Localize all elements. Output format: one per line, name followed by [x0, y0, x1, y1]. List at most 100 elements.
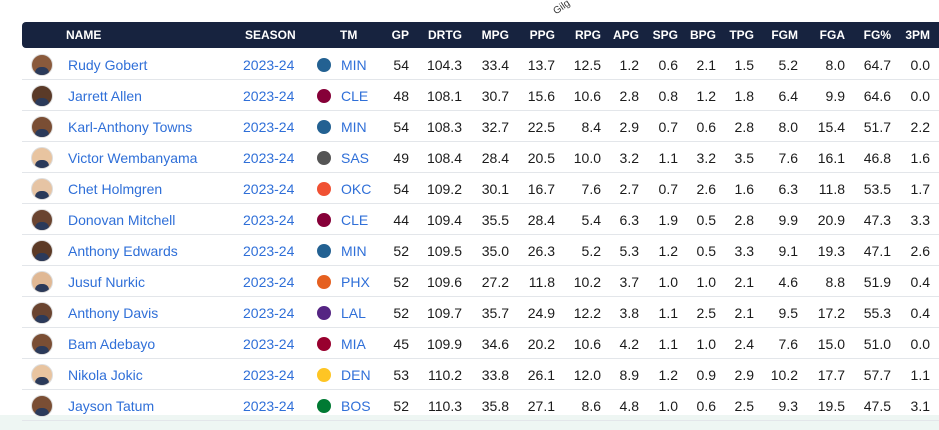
row-separator [22, 79, 939, 80]
team[interactable]: MIN [341, 57, 367, 73]
stat-cell: 20.5 [527, 150, 555, 166]
season[interactable]: 2023-24 [243, 274, 295, 290]
stat-cell: 2.1 [734, 305, 754, 321]
season[interactable]: 2023-24 [243, 212, 295, 228]
column-header[interactable]: FGA [819, 28, 845, 42]
season[interactable]: 2023-24 [243, 367, 295, 383]
player-name[interactable]: Jusuf Nurkic [68, 274, 146, 290]
team[interactable]: DEN [341, 367, 371, 383]
stat-cell: 33.8 [481, 367, 509, 383]
player-name[interactable]: Anthony Davis [68, 305, 159, 321]
season[interactable]: 2023-24 [243, 243, 295, 259]
stat-cell: 1.2 [619, 57, 639, 73]
stat-cell: 10.2 [770, 367, 798, 383]
stat-cell: 1.0 [696, 336, 716, 352]
player-name[interactable]: Chet Holmgren [68, 181, 163, 197]
column-header[interactable]: BPG [689, 28, 716, 42]
stat-cell: 2.4 [734, 336, 754, 352]
stat-cell: 30.7 [481, 88, 509, 104]
team[interactable]: CLE [341, 212, 369, 228]
team[interactable]: MIN [341, 243, 367, 259]
stat-cell: 12.2 [573, 305, 601, 321]
season[interactable]: 2023-24 [243, 305, 295, 321]
player-name[interactable]: Jarrett Allen [68, 88, 142, 104]
stat-cell: 2.6 [696, 181, 716, 197]
stat-cell: 22.5 [527, 119, 555, 135]
column-header[interactable]: GP [391, 28, 409, 42]
row-separator [22, 172, 939, 173]
team[interactable]: MIN [341, 119, 367, 135]
stat-cell: 26.3 [527, 243, 555, 259]
season[interactable]: 2023-24 [243, 57, 295, 73]
team[interactable]: MIA [341, 336, 366, 352]
team-logo [317, 337, 331, 351]
team[interactable]: SAS [341, 150, 370, 166]
player-name[interactable]: Nikola Jokic [68, 367, 143, 383]
column-header[interactable]: APG [612, 28, 639, 42]
column-header[interactable]: FG% [863, 28, 891, 42]
player-name[interactable]: Bam Adebayo [68, 336, 156, 352]
row-separator [22, 110, 939, 111]
player-name[interactable]: Donovan Mitchell [68, 212, 176, 228]
stat-cell: 10.0 [573, 150, 601, 166]
stat-cell: 1.1 [658, 305, 678, 321]
stat-cell: 109.4 [426, 212, 462, 228]
season[interactable]: 2023-24 [243, 88, 295, 104]
row-separator [22, 203, 939, 204]
column-header[interactable]: FGM [771, 28, 798, 42]
stat-cell: 1.1 [910, 367, 930, 383]
column-header[interactable]: SPG [652, 28, 678, 42]
stat-cell: 2.7 [619, 181, 639, 197]
stat-cell: 110.3 [428, 398, 462, 414]
stat-cell: 108.3 [426, 119, 462, 135]
team[interactable]: PHX [341, 274, 370, 290]
season[interactable]: 2023-24 [243, 336, 295, 352]
column-header[interactable]: DRTG [428, 28, 462, 42]
column-header[interactable]: 3PM [905, 28, 930, 42]
stat-cell: 47.5 [863, 398, 891, 414]
stat-cell: 9.9 [778, 212, 798, 228]
row-separator [22, 296, 939, 297]
stat-cell: 64.6 [863, 88, 891, 104]
stat-cell: 2.5 [734, 398, 754, 414]
player-name[interactable]: Karl-Anthony Towns [68, 119, 193, 135]
player-name[interactable]: Rudy Gobert [68, 57, 148, 73]
team[interactable]: BOS [341, 398, 371, 414]
season[interactable]: 2023-24 [243, 181, 295, 197]
season[interactable]: 2023-24 [243, 119, 295, 135]
column-header[interactable]: PPG [529, 28, 555, 42]
column-header[interactable]: MPG [481, 28, 509, 42]
column-header[interactable]: NAME [66, 28, 102, 42]
stat-cell: 7.6 [581, 181, 601, 197]
column-header[interactable]: RPG [574, 28, 601, 42]
stat-cell: 12.0 [573, 367, 601, 383]
season[interactable]: 2023-24 [243, 398, 295, 414]
stat-cell: 1.5 [734, 57, 754, 73]
stat-cell: 11.8 [818, 181, 845, 197]
row-separator [22, 389, 939, 390]
player-name[interactable]: Jayson Tatum [68, 398, 155, 414]
stat-cell: 2.1 [696, 57, 716, 73]
stat-cell: 6.3 [619, 212, 639, 228]
column-header[interactable]: SEASON [245, 28, 296, 42]
stat-cell: 10.6 [573, 88, 601, 104]
stat-cell: 0.0 [910, 336, 930, 352]
stat-cell: 0.4 [910, 274, 930, 290]
stat-cell: 8.6 [581, 398, 601, 414]
player-name[interactable]: Victor Wembanyama [68, 150, 198, 166]
player-name[interactable]: Anthony Edwards [68, 243, 178, 259]
team[interactable]: CLE [341, 88, 369, 104]
row-separator [22, 265, 939, 266]
column-header[interactable]: TPG [729, 28, 754, 42]
team[interactable]: LAL [341, 305, 366, 321]
stat-cell: 109.6 [426, 274, 462, 290]
stat-cell: 109.5 [426, 243, 462, 259]
player-avatar [31, 364, 53, 386]
team[interactable]: OKC [341, 181, 372, 197]
stat-cell: 8.0 [825, 57, 845, 73]
stat-cell: 3.5 [734, 150, 754, 166]
team-logo [317, 151, 331, 165]
season[interactable]: 2023-24 [243, 150, 295, 166]
column-header[interactable]: TM [340, 28, 358, 42]
